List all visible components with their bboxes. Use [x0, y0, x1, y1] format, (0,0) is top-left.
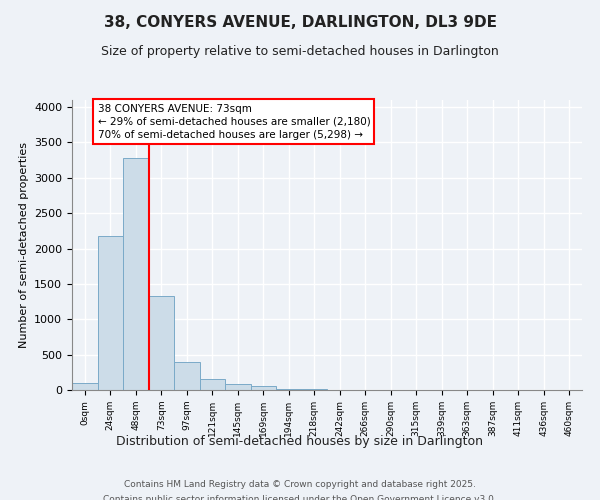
Text: Size of property relative to semi-detached houses in Darlington: Size of property relative to semi-detach… — [101, 45, 499, 58]
Bar — [149, 296, 174, 390]
Bar — [199, 380, 225, 390]
Y-axis label: Number of semi-detached properties: Number of semi-detached properties — [19, 142, 29, 348]
Text: 38, CONYERS AVENUE, DARLINGTON, DL3 9DE: 38, CONYERS AVENUE, DARLINGTON, DL3 9DE — [104, 15, 497, 30]
Text: Contains HM Land Registry data © Crown copyright and database right 2025.: Contains HM Land Registry data © Crown c… — [124, 480, 476, 489]
Bar — [251, 386, 276, 390]
Text: 38 CONYERS AVENUE: 73sqm
← 29% of semi-detached houses are smaller (2,180)
70% o: 38 CONYERS AVENUE: 73sqm ← 29% of semi-d… — [97, 104, 370, 140]
Bar — [225, 384, 251, 390]
Text: Contains public sector information licensed under the Open Government Licence v3: Contains public sector information licen… — [103, 495, 497, 500]
Bar — [276, 388, 302, 390]
Bar — [123, 158, 149, 390]
Bar — [97, 236, 123, 390]
Bar — [72, 383, 97, 390]
Bar — [174, 362, 199, 390]
Text: Distribution of semi-detached houses by size in Darlington: Distribution of semi-detached houses by … — [116, 435, 484, 448]
